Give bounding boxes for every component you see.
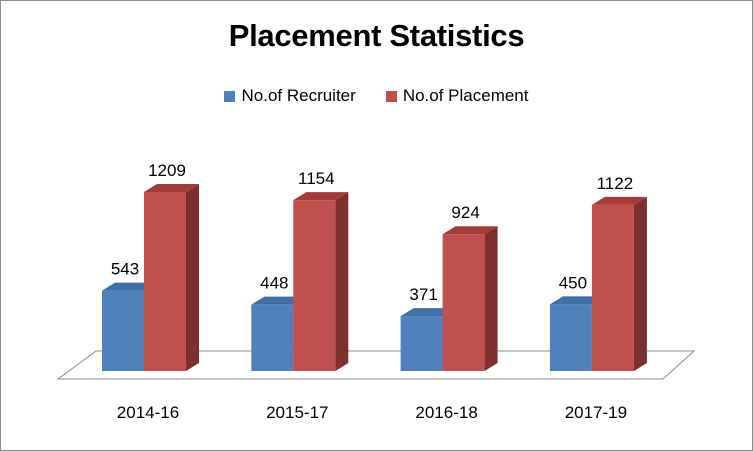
bar-recruiter-2016-18-top [400,308,456,317]
data-label-recruiter-2015-17: 448 [260,274,288,293]
bar-placement-2015-17-top [293,192,349,201]
bar-placement-2017-19-top [591,196,647,205]
bar-recruiter-2014-16 [102,290,144,371]
data-label-placement-2015-17: 1154 [298,169,335,188]
x-tick-label-2015-17: 2015-17 [266,403,328,422]
bar-recruiter-2014-16-top [102,282,157,291]
bar-placement-2015-17 [293,200,336,371]
bar-recruiter-2015-17 [251,304,294,371]
bar-recruiter-2016-18 [400,316,443,371]
floor-plane [56,350,696,380]
data-label-recruiter-2017-19: 450 [559,273,587,292]
bar-placement-2017-19 [591,204,634,371]
bar-placement-2014-16-side [186,184,199,371]
data-label-placement-2014-16: 1209 [148,161,186,180]
legend-entry-recruiter: No.of Recruiter [224,86,356,106]
bar-recruiter-2017-19 [549,304,592,371]
bar-placement-2014-16-top [144,184,199,192]
x-tick-label-2014-16: 2014-16 [117,403,179,422]
bar-placement-2015-17-side [335,192,349,371]
data-label-recruiter-2016-18: 371 [409,285,437,304]
x-tick-label-2016-18: 2016-18 [415,403,477,422]
bar-placement-2016-18-top [442,226,498,235]
bar-recruiter-2015-17-top [251,296,307,305]
x-tick-label-2017-19: 2017-19 [565,403,627,422]
legend-entry-placement: No.of Placement [385,86,529,106]
bar-recruiter-2017-19-top [549,296,605,305]
data-label-placement-2016-18: 924 [451,203,479,222]
data-label-recruiter-2014-16: 543 [111,260,139,279]
legend-label-placement: No.of Placement [402,86,529,105]
legend-swatch-placement [385,90,397,102]
legend-label-recruiter: No.of Recruiter [241,86,356,105]
bar-placement-2016-18-side [484,226,498,371]
bar-placement-2014-16 [144,192,186,371]
chart-title: Placement Statistics [228,18,525,53]
bar-placement-2017-19-side [633,196,647,371]
data-label-placement-2017-19: 1122 [597,174,634,193]
legend: No.of Recruiter No.of Placement [0,86,753,106]
bar-placement-2016-18 [442,234,485,371]
legend-swatch-recruiter [224,90,236,102]
